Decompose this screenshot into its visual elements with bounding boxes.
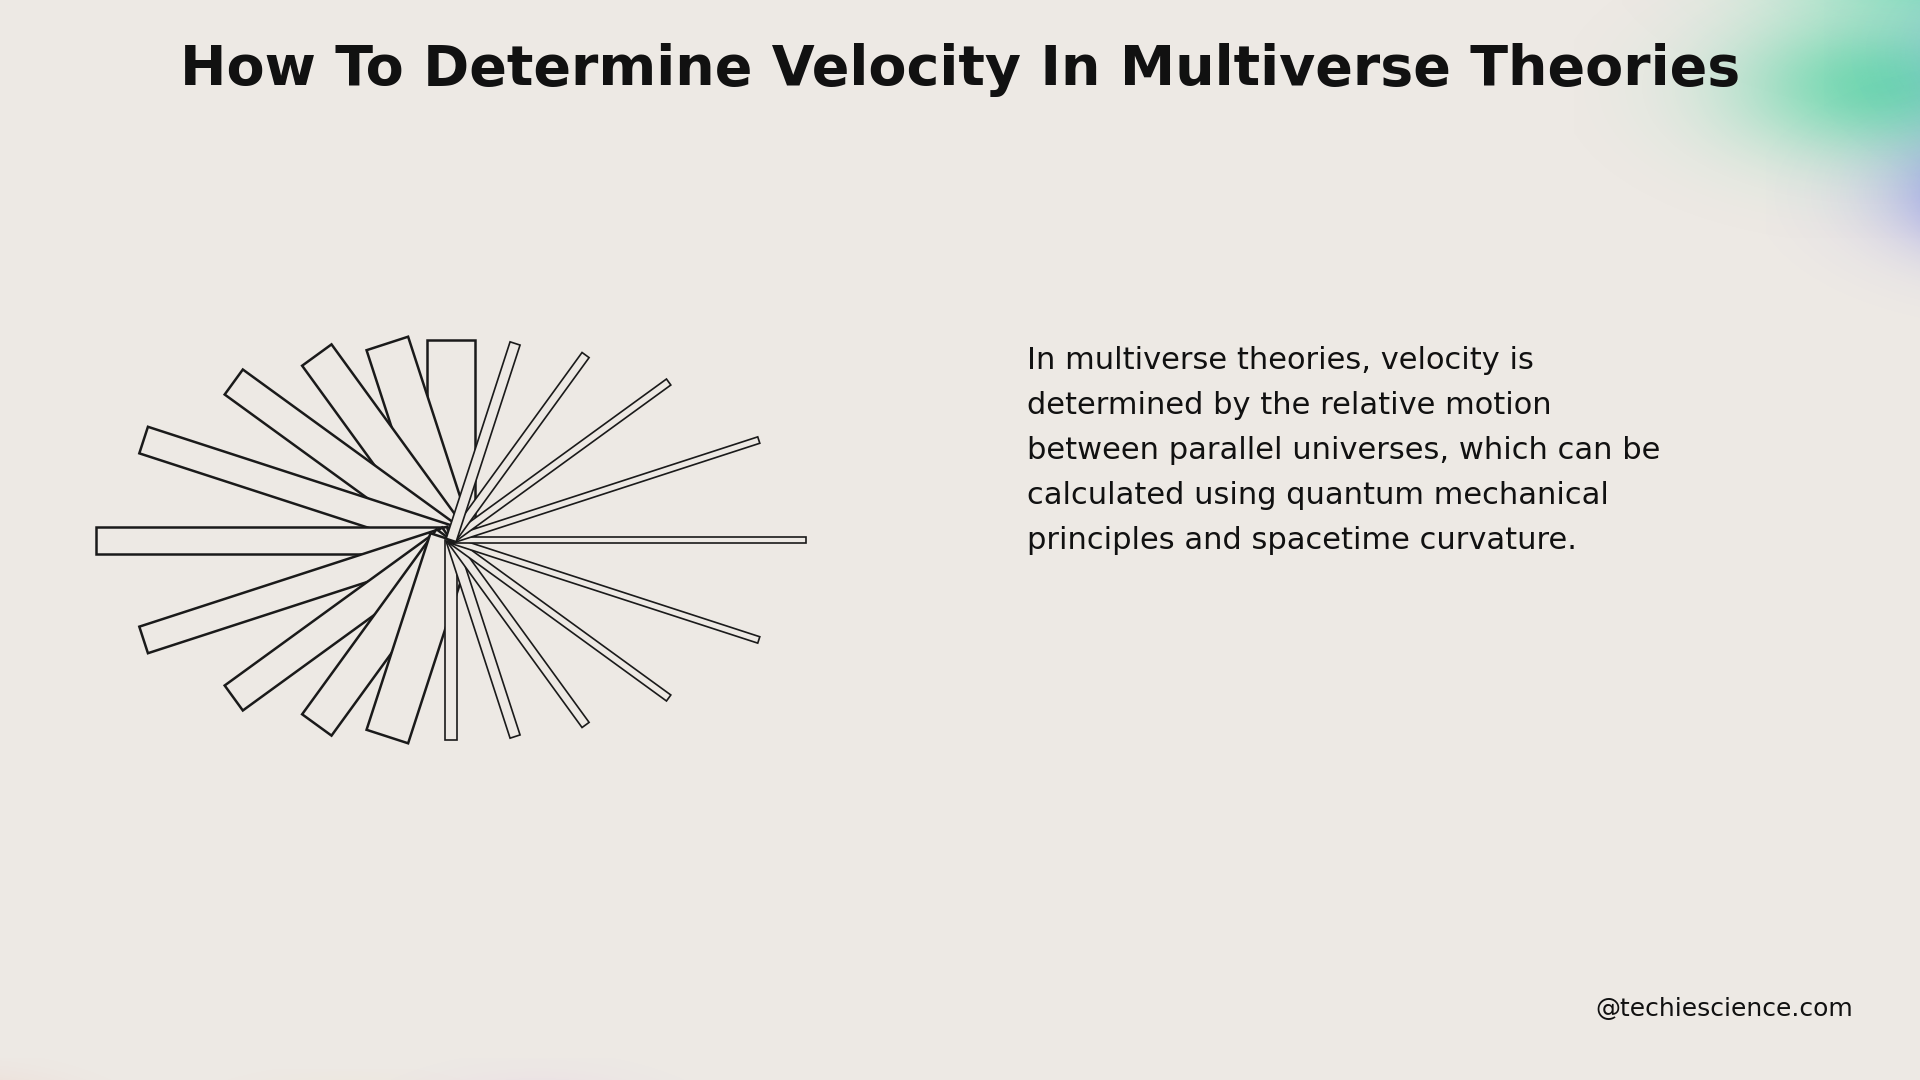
Polygon shape <box>447 538 589 728</box>
Polygon shape <box>96 526 451 553</box>
Polygon shape <box>140 527 455 653</box>
Polygon shape <box>225 527 461 711</box>
Polygon shape <box>367 534 472 743</box>
Polygon shape <box>449 379 670 543</box>
Polygon shape <box>449 437 760 543</box>
Polygon shape <box>367 337 472 546</box>
Polygon shape <box>301 345 467 551</box>
Polygon shape <box>449 537 760 643</box>
Polygon shape <box>225 369 461 553</box>
Polygon shape <box>445 342 520 542</box>
Text: In multiverse theories, velocity is
determined by the relative motion
between pa: In multiverse theories, velocity is dete… <box>1027 346 1661 555</box>
Polygon shape <box>449 537 670 701</box>
Polygon shape <box>445 538 520 738</box>
Polygon shape <box>447 352 589 542</box>
Polygon shape <box>140 427 455 553</box>
Polygon shape <box>445 540 457 740</box>
Polygon shape <box>451 537 806 543</box>
Polygon shape <box>301 529 467 735</box>
Text: How To Determine Velocity In Multiverse Theories: How To Determine Velocity In Multiverse … <box>180 43 1740 97</box>
Text: @techiescience.com: @techiescience.com <box>1596 997 1853 1021</box>
Polygon shape <box>426 340 476 540</box>
